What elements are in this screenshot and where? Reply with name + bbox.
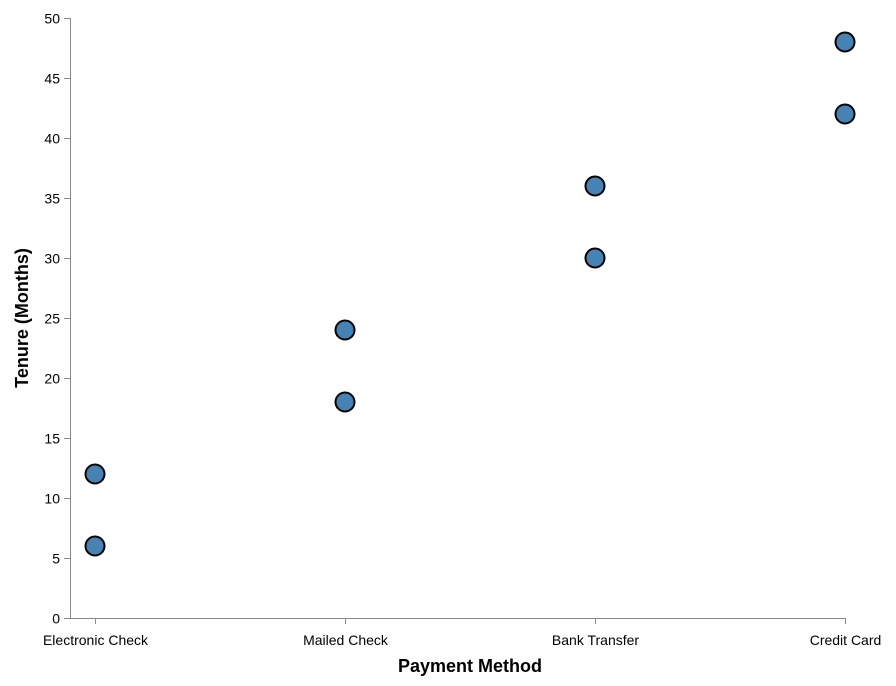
data-point[interactable] [584,247,606,269]
data-point[interactable] [834,103,856,125]
y-tick-label: 40 [44,131,60,147]
y-tick-label: 0 [52,611,60,627]
x-axis-title: Payment Method [398,656,542,676]
data-point[interactable] [84,463,106,485]
x-tick-label: Bank Transfer [552,632,639,648]
data-point[interactable] [334,319,356,341]
y-axis: 0 5 10 15 20 25 30 35 40 45 50 [44,11,71,627]
data-point[interactable] [334,391,356,413]
x-tick-label: Mailed Check [303,632,389,648]
y-tick-label: 35 [44,191,60,207]
data-points [84,31,856,557]
y-tick-label: 45 [44,71,60,87]
y-tick-label: 10 [44,491,60,507]
y-tick-label: 30 [44,251,60,267]
data-point[interactable] [834,31,856,53]
y-tick-label: 5 [52,551,60,567]
y-tick-label: 20 [44,371,60,387]
data-point[interactable] [84,535,106,557]
y-axis-title: Tenure (Months) [12,248,32,388]
x-axis: Electronic Check Mailed Check Bank Transfe… [43,618,881,648]
data-point[interactable] [584,175,606,197]
y-tick-label: 25 [44,311,60,327]
y-tick-label: 50 [44,11,60,27]
y-tick-label: 15 [44,431,60,447]
x-tick-label: Credit Card [810,632,882,648]
x-tick-label: Electronic Check [43,632,149,648]
